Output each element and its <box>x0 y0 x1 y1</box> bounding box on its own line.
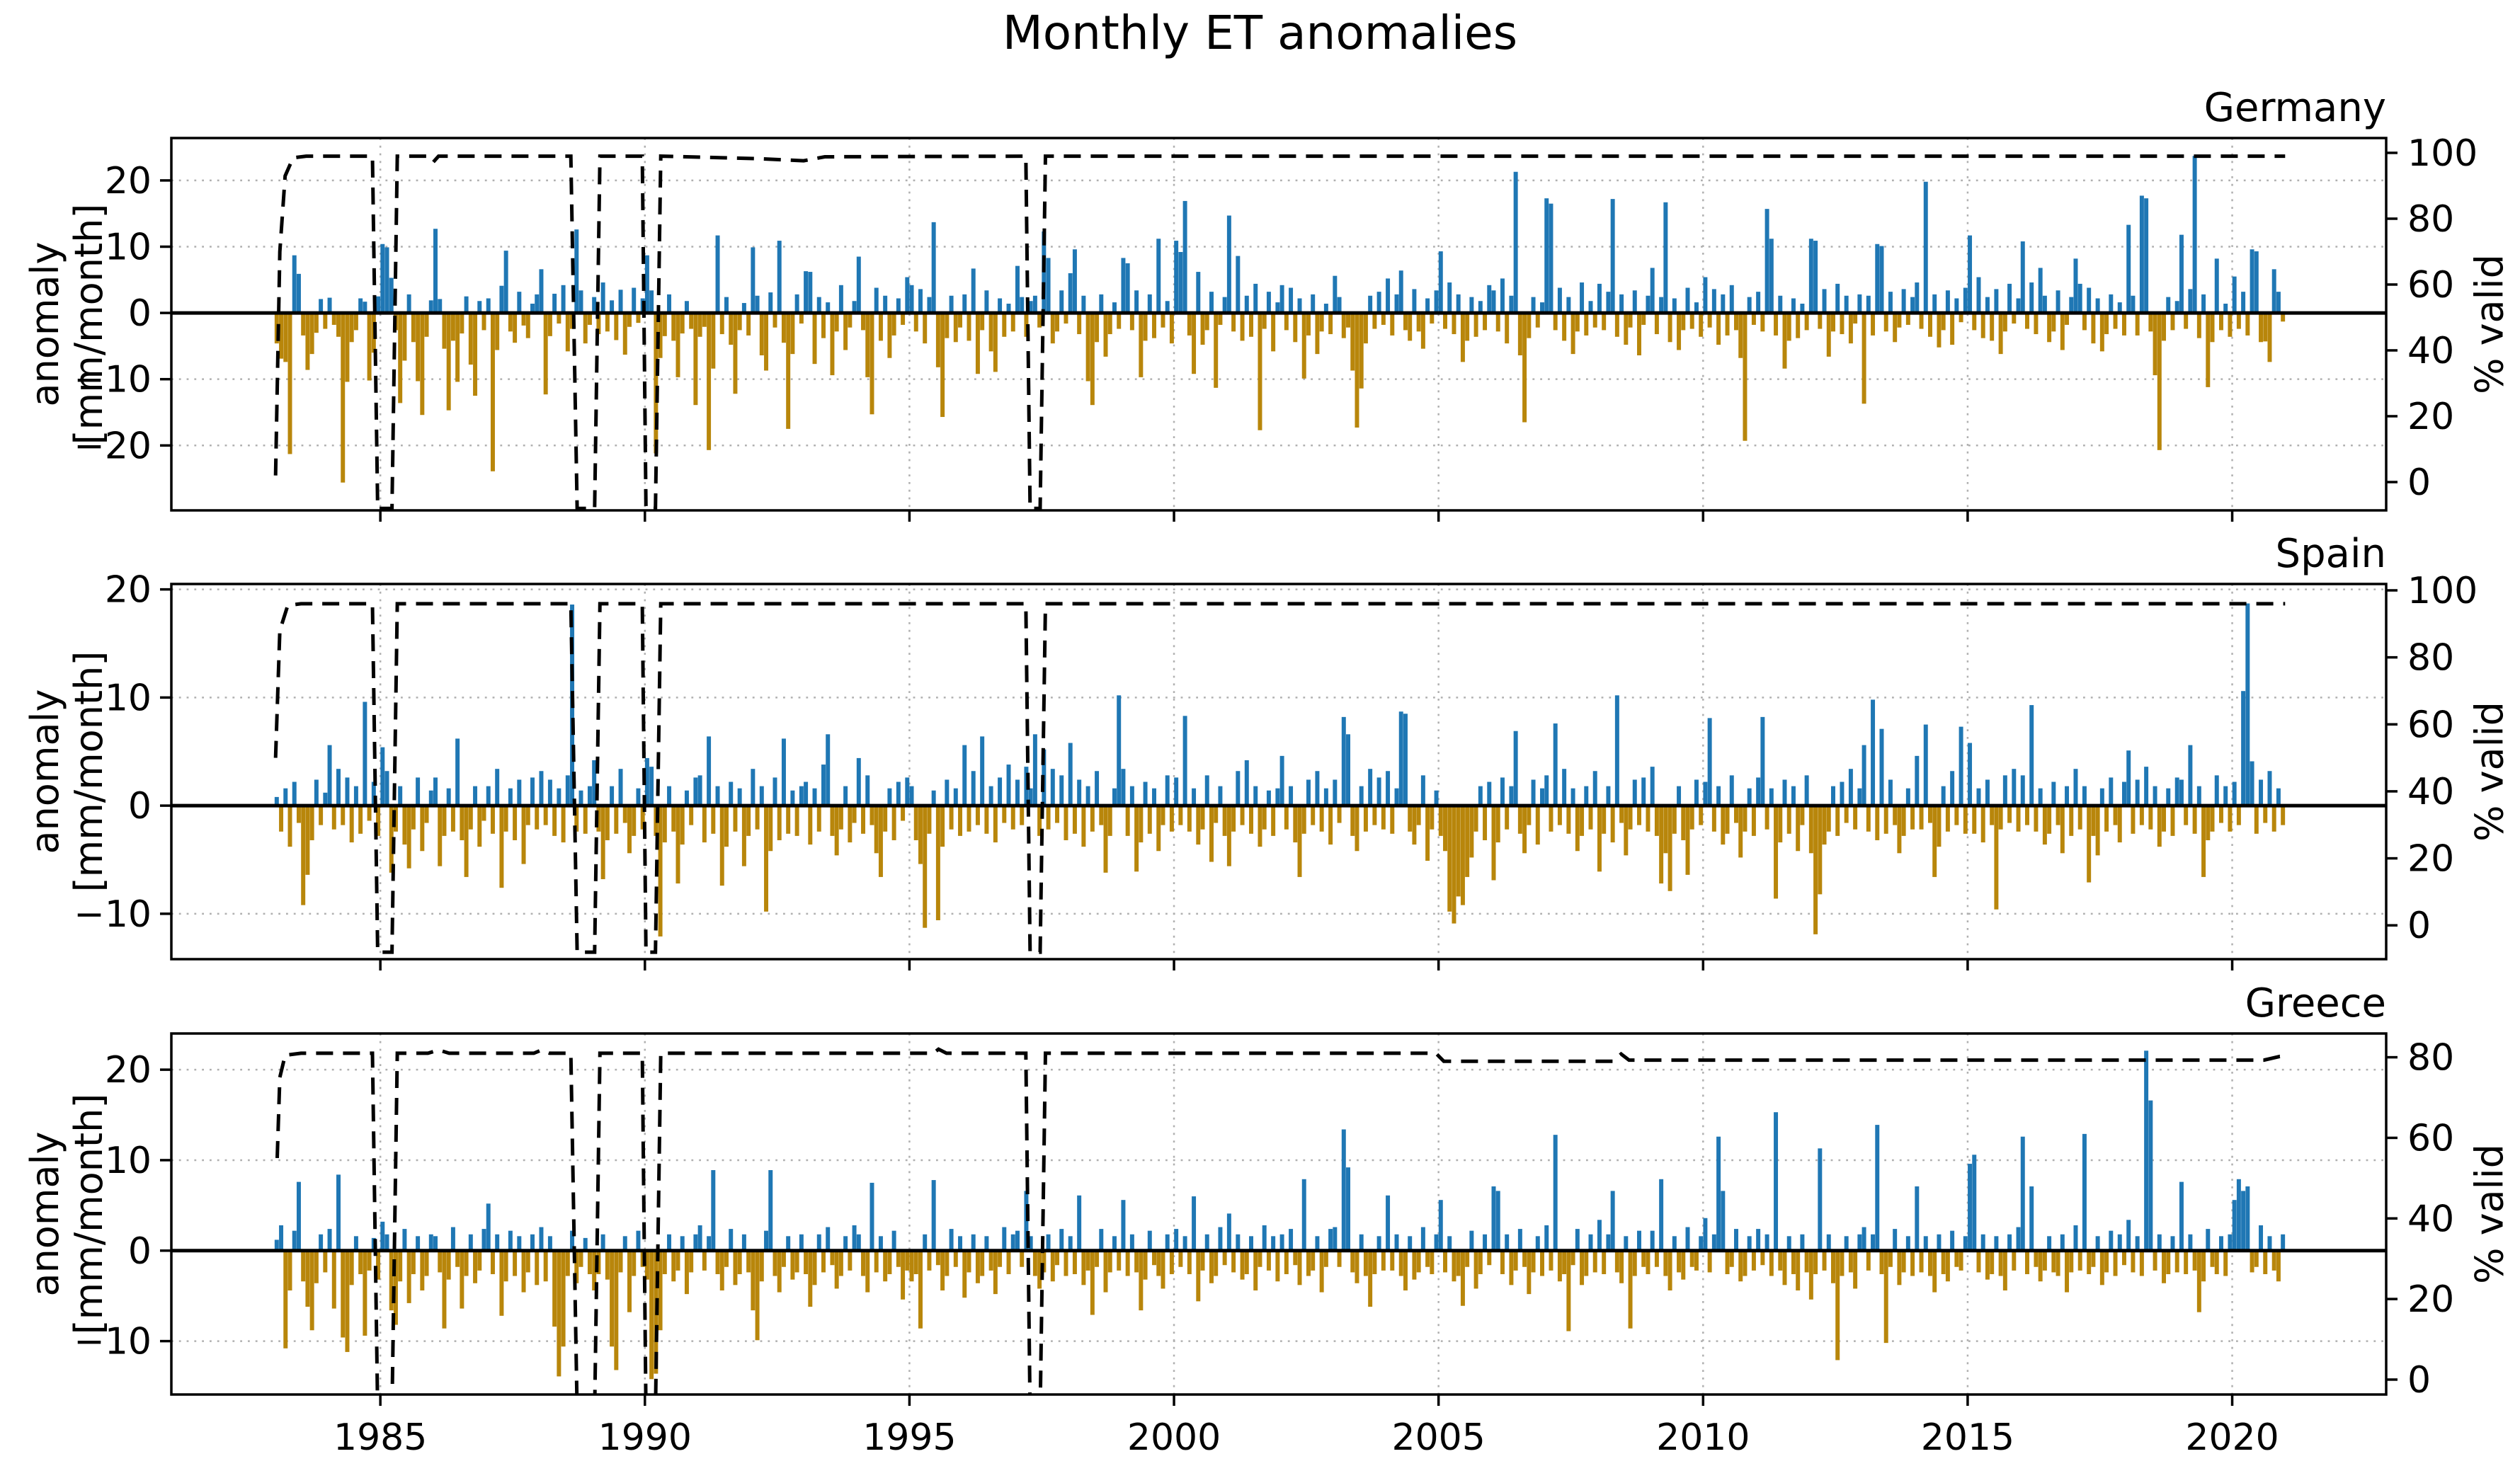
y-axis-label-line1: anomaly <box>22 1131 67 1297</box>
panel-border <box>170 583 2388 961</box>
gridlines <box>171 138 2386 510</box>
y-tick-label: −20 <box>74 425 152 467</box>
y-axis-label-greece: anomaly [mm/month] <box>23 1094 111 1335</box>
axis-ticks <box>160 1055 2398 1406</box>
axis-ticks <box>160 151 2398 522</box>
right-axis-label-spain: % valid <box>2467 701 2512 842</box>
panel-border <box>170 137 2388 512</box>
figure-title: Monthly ET anomalies <box>1002 6 1518 60</box>
right-tick-label: 100 <box>2407 132 2478 175</box>
right-tick-label: 0 <box>2407 905 2431 947</box>
y-tick-label: −10 <box>74 893 152 936</box>
y-axis-label-line1: anomaly <box>22 689 67 854</box>
y-tick-label: 10 <box>105 1140 152 1182</box>
x-tick-label: 1990 <box>598 1416 692 1459</box>
y-axis-label-line2: [mm/month] <box>67 651 111 893</box>
panel-title-germany: Germany <box>2203 85 2386 131</box>
y-axis-label-germany: anomaly [mm/month] <box>23 204 111 445</box>
y-axis-label-line2: [mm/month] <box>67 1093 111 1335</box>
percent-valid-line <box>273 602 2286 954</box>
y-tick-label: −10 <box>74 359 152 401</box>
x-tick-label: 2020 <box>2185 1416 2279 1459</box>
y-tick-label: −10 <box>74 1321 152 1363</box>
y-tick-label: 0 <box>128 292 152 335</box>
right-tick-label: 40 <box>2407 330 2454 372</box>
percent-valid-line <box>275 1047 2286 1395</box>
x-tick-label: 2000 <box>1127 1416 1221 1459</box>
right-tick-label: 80 <box>2407 198 2454 241</box>
y-tick-label: 10 <box>105 677 152 719</box>
right-tick-label: 100 <box>2407 570 2478 612</box>
y-tick-label: 20 <box>105 569 152 612</box>
x-tick-label: 1995 <box>862 1416 956 1459</box>
right-axis-label-greece: % valid <box>2467 1144 2512 1284</box>
gridlines <box>171 1033 2386 1395</box>
y-axis-label-spain: anomaly [mm/month] <box>23 651 111 893</box>
x-tick-label: 2005 <box>1391 1416 1485 1459</box>
right-tick-label: 80 <box>2407 637 2454 680</box>
y-axis-label-line1: anomaly <box>22 241 67 407</box>
gridlines <box>171 584 2386 959</box>
right-tick-label: 80 <box>2407 1037 2454 1080</box>
anomaly-bars <box>274 156 2286 483</box>
y-tick-label: 0 <box>128 785 152 828</box>
right-tick-label: 0 <box>2407 1359 2431 1402</box>
anomaly-bars <box>274 1050 2286 1380</box>
panel-border <box>170 1032 2388 1396</box>
right-tick-label: 40 <box>2407 771 2454 813</box>
right-axis-label-germany: % valid <box>2467 254 2512 394</box>
right-tick-label: 60 <box>2407 704 2454 746</box>
right-tick-label: 0 <box>2407 462 2431 504</box>
x-tick-label: 2010 <box>1656 1416 1750 1459</box>
panel-title-greece: Greece <box>2245 980 2386 1026</box>
panel-title-spain: Spain <box>2275 531 2386 577</box>
y-tick-label: 20 <box>105 160 152 202</box>
axis-ticks <box>160 588 2398 970</box>
anomaly-bars <box>274 603 2286 937</box>
y-tick-label: 10 <box>105 226 152 268</box>
right-tick-label: 60 <box>2407 1117 2454 1159</box>
right-tick-label: 60 <box>2407 264 2454 307</box>
right-tick-label: 20 <box>2407 1278 2454 1321</box>
right-tick-label: 20 <box>2407 838 2454 881</box>
y-axis-label-line2: [mm/month] <box>67 203 111 445</box>
right-tick-label: 20 <box>2407 396 2454 438</box>
x-tick-label: 2015 <box>1921 1416 2014 1459</box>
y-tick-label: 20 <box>105 1049 152 1092</box>
y-tick-label: 0 <box>128 1230 152 1273</box>
percent-valid-line <box>273 154 2286 510</box>
x-tick-label: 1985 <box>333 1416 427 1459</box>
right-tick-label: 40 <box>2407 1198 2454 1240</box>
